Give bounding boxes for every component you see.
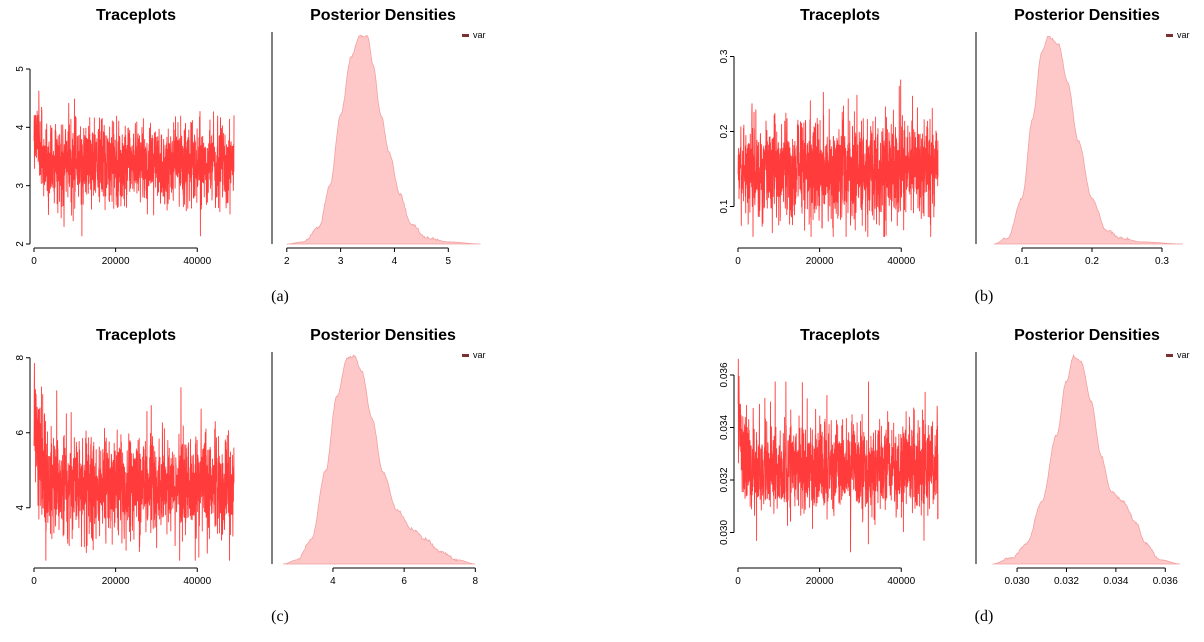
trace-y-tick-label: 6 <box>15 430 26 436</box>
density-legend: var <box>1166 350 1190 360</box>
traceplot: Traceplots 4 6 8 0 20000 40000 <box>15 327 235 587</box>
figure-panels: Traceplots 2 3 4 5 0 20000 40000 Posterior Densi… <box>15 7 1190 625</box>
legend-label: var <box>1177 30 1190 40</box>
legend-label: var <box>473 350 486 360</box>
trace-series-line <box>33 90 235 237</box>
trace-series-line <box>737 79 939 237</box>
density-plot: Posterior Densities 0.1 0.2 0.3 var <box>975 7 1190 267</box>
density-x-tick-label: 8 <box>473 576 479 587</box>
trace-y-tick-label: 3 <box>15 182 26 188</box>
traceplot-title: Traceplots <box>800 7 880 24</box>
trace-y-tick-label: 0.036 <box>719 362 730 387</box>
legend-swatch <box>1166 34 1173 37</box>
density-x-tick-label: 0.032 <box>1054 576 1079 587</box>
panel-caption: (d) <box>975 608 994 625</box>
traceplot-title: Traceplots <box>800 327 880 344</box>
density-legend: var <box>462 350 486 360</box>
trace-x-tick-label: 40000 <box>887 256 915 267</box>
figure-panel: Traceplots 2 3 4 5 0 20000 40000 Posterior Densi… <box>15 7 486 305</box>
density-x-tick-label: 0.034 <box>1103 576 1128 587</box>
trace-x-tick-label: 0 <box>735 576 741 587</box>
legend-swatch <box>1166 354 1173 357</box>
density-title: Posterior Densities <box>1014 7 1160 24</box>
legend-swatch <box>462 354 469 357</box>
density-x-tick-label: 0.030 <box>1005 576 1030 587</box>
density-x-tick-label: 0.3 <box>1155 256 1169 267</box>
density-plot: Posterior Densities 0.030 0.032 0.034 0.036 v… <box>975 327 1190 587</box>
trace-y-tick-label: 4 <box>15 124 26 130</box>
density-plot: Posterior Densities 2 3 4 5 var <box>271 7 486 267</box>
legend-label: var <box>1177 350 1190 360</box>
density-area <box>992 354 1181 565</box>
trace-x-tick-label: 40000 <box>887 576 915 587</box>
density-title: Posterior Densities <box>310 327 456 344</box>
trace-x-tick-label: 20000 <box>102 576 130 587</box>
trace-x-tick-label: 20000 <box>806 576 834 587</box>
figure-panel: Traceplots 0.030 0.032 0.034 0.036 0 20000 4000… <box>719 327 1190 625</box>
density-area <box>283 354 476 565</box>
trace-x-tick-label: 20000 <box>806 256 834 267</box>
panel-caption: (c) <box>271 608 289 625</box>
trace-y-tick-label: 5 <box>15 66 26 72</box>
density-legend: var <box>462 30 486 40</box>
traceplot: Traceplots 0.1 0.2 0.3 0 20000 40000 <box>719 7 939 267</box>
density-area <box>286 34 481 245</box>
trace-x-tick-label: 40000 <box>183 256 211 267</box>
trace-y-tick-label: 0.030 <box>719 520 730 545</box>
density-title: Posterior Densities <box>310 7 456 24</box>
figure-panel: Traceplots 4 6 8 0 20000 40000 Posterior Densit… <box>15 327 486 625</box>
traceplot-title: Traceplots <box>96 7 176 24</box>
trace-y-tick-label: 0.032 <box>719 467 730 492</box>
trace-y-tick-label: 2 <box>15 241 26 247</box>
trace-y-tick-label: 4 <box>15 505 26 511</box>
trace-y-tick-label: 8 <box>15 355 26 361</box>
density-legend: var <box>1166 30 1190 40</box>
density-x-tick-label: 4 <box>330 576 336 587</box>
traceplot: Traceplots 2 3 4 5 0 20000 40000 <box>15 7 235 267</box>
legend-label: var <box>473 30 486 40</box>
density-x-tick-label: 6 <box>401 576 407 587</box>
trace-x-tick-label: 0 <box>31 256 37 267</box>
density-x-tick-label: 3 <box>338 256 344 267</box>
density-title: Posterior Densities <box>1014 327 1160 344</box>
figure-panel: Traceplots 0.1 0.2 0.3 0 20000 40000 Posterior … <box>719 7 1190 305</box>
trace-series-line <box>737 358 939 553</box>
traceplot: Traceplots 0.030 0.032 0.034 0.036 0 20000 4000… <box>719 327 939 587</box>
density-x-tick-label: 0.1 <box>1015 256 1029 267</box>
density-x-tick-label: 0.036 <box>1153 576 1178 587</box>
trace-x-tick-label: 40000 <box>183 576 211 587</box>
trace-y-tick-label: 0.2 <box>719 124 730 138</box>
traceplot-title: Traceplots <box>96 327 176 344</box>
density-x-tick-label: 4 <box>392 256 398 267</box>
density-x-tick-label: 5 <box>446 256 452 267</box>
trace-series-line <box>33 363 235 561</box>
trace-y-tick-label: 0.034 <box>719 415 730 440</box>
density-x-tick-label: 0.2 <box>1085 256 1099 267</box>
density-plot: Posterior Densities 4 6 8 var <box>271 327 486 587</box>
density-x-tick-label: 2 <box>284 256 290 267</box>
density-area <box>993 35 1183 245</box>
panel-caption: (a) <box>271 288 289 305</box>
trace-y-tick-label: 0.1 <box>719 199 730 213</box>
trace-x-tick-label: 0 <box>735 256 741 267</box>
trace-y-tick-label: 0.3 <box>719 49 730 63</box>
panel-caption: (b) <box>975 288 994 305</box>
trace-x-tick-label: 20000 <box>102 256 130 267</box>
trace-x-tick-label: 0 <box>31 576 37 587</box>
legend-swatch <box>462 34 469 37</box>
